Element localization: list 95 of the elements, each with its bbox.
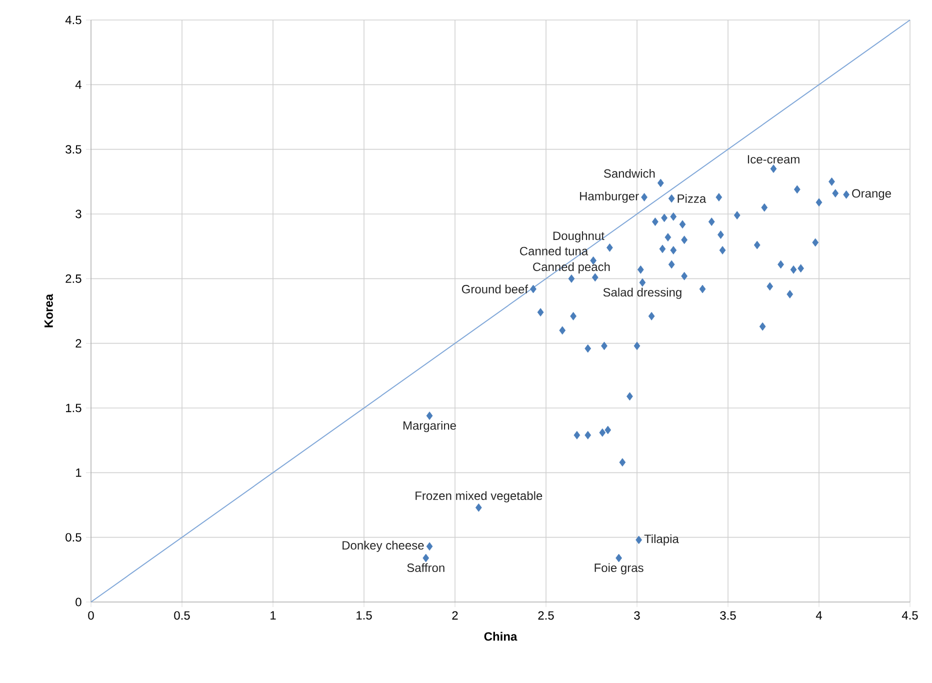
point: [530, 284, 536, 294]
x-tick-label: 1: [270, 611, 276, 620]
point: [828, 177, 835, 186]
annotation: Frozen mixed vegetable: [416, 491, 542, 502]
point: [832, 189, 839, 198]
point: [601, 342, 608, 350]
y-tick-label: 3.5: [66, 145, 82, 154]
y-tick-label: 0.5: [66, 533, 82, 542]
annotation: Saffron: [407, 563, 444, 572]
x-tick-label: 3.5: [720, 611, 736, 620]
y-tick-label: 1.5: [66, 404, 82, 412]
x-tick-label: 4: [816, 611, 822, 620]
point: [426, 542, 433, 551]
annotation: Foie gras: [594, 563, 644, 574]
point: [636, 536, 642, 544]
point: [770, 164, 777, 173]
point: [661, 214, 668, 222]
x-tick-label: 3: [634, 611, 640, 620]
point: [670, 212, 677, 221]
y-tick-label: 4: [75, 80, 82, 89]
point: [604, 426, 612, 434]
annotation: Margarine: [403, 420, 456, 432]
x-tick-label: 0.5: [174, 611, 190, 620]
point: [606, 243, 613, 252]
annotation: Doughnut: [553, 231, 604, 242]
x-tick-label: 2: [452, 611, 458, 620]
point: [699, 284, 706, 294]
annotation: Hamburger: [580, 192, 639, 203]
point: [475, 503, 482, 512]
point: [843, 190, 850, 199]
point: [619, 458, 626, 467]
point: [766, 282, 774, 291]
point: [559, 326, 566, 335]
point: [657, 178, 664, 188]
point: [634, 342, 640, 350]
x-tick-label: 1.5: [356, 611, 372, 620]
point: [584, 344, 592, 353]
annotation: Ground beef: [462, 284, 528, 294]
annotation: Ice-cream: [748, 155, 800, 164]
point: [637, 265, 644, 274]
point: [798, 264, 804, 273]
point: [422, 554, 430, 562]
point: [778, 260, 784, 269]
point: [570, 312, 576, 320]
point: [574, 430, 580, 440]
y-tick-label: 0: [76, 598, 82, 606]
point: [626, 392, 633, 401]
point: [670, 246, 677, 254]
point: [592, 273, 598, 282]
point: [812, 238, 819, 247]
point: [708, 218, 715, 226]
y-tick-label: 3: [76, 210, 82, 218]
point: [652, 218, 658, 226]
y-tick-label: 2: [76, 339, 82, 348]
point: [681, 236, 688, 244]
x-axis-title: China: [484, 632, 518, 641]
annotation: Donkey cheese: [342, 540, 424, 552]
point: [681, 272, 688, 280]
point: [639, 278, 646, 287]
point: [537, 308, 544, 316]
x-tick-label: 2.5: [538, 611, 554, 620]
y-axis-title: Korea: [44, 294, 53, 328]
y-tick-label: 2.5: [66, 274, 82, 283]
point: [794, 185, 800, 194]
x-tick-label: 4.5: [902, 611, 918, 620]
point: [616, 554, 622, 562]
point: [659, 244, 666, 254]
point: [759, 322, 766, 331]
point: [668, 260, 675, 269]
point: [719, 246, 726, 254]
annotation: Sandwich: [604, 168, 655, 178]
point: [641, 192, 648, 202]
point: [664, 233, 672, 242]
point: [790, 265, 797, 274]
point: [761, 203, 768, 212]
annotation: Pizza: [678, 194, 706, 203]
point: [679, 220, 686, 229]
point: [426, 412, 433, 420]
y-tick-label: 4.5: [65, 16, 82, 24]
point: [734, 211, 740, 220]
annotation: Tilapia: [644, 534, 679, 546]
point: [786, 290, 794, 298]
point: [816, 198, 822, 207]
point: [754, 240, 760, 250]
point: [584, 430, 592, 440]
point: [599, 428, 606, 437]
point: [718, 230, 724, 239]
annotation: Orange: [852, 189, 891, 200]
point: [668, 194, 675, 203]
point: [568, 274, 575, 283]
y-tick-label: 1: [76, 468, 82, 477]
point: [716, 192, 722, 202]
x-tick-label: 0: [88, 611, 94, 620]
point: [648, 312, 655, 320]
annotation: Salad dressing: [603, 288, 682, 299]
